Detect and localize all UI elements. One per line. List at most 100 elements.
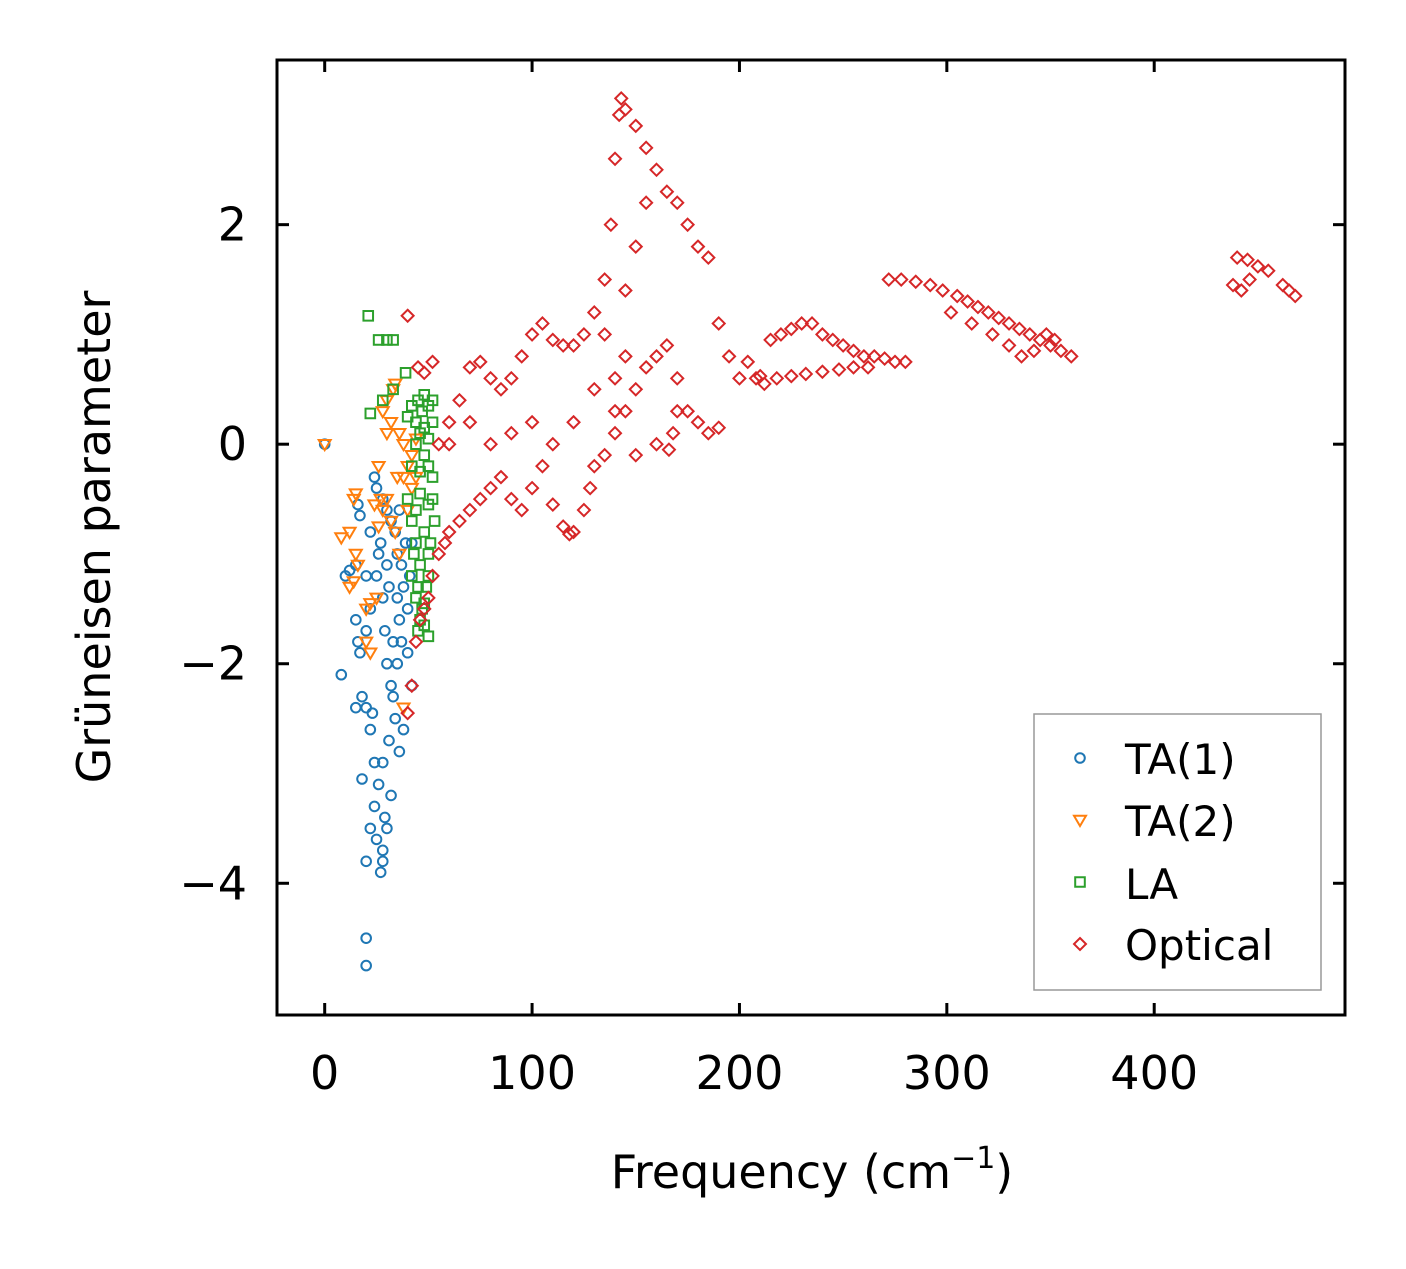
- data-point-ta1: [381, 559, 393, 571]
- data-point-optical: [991, 310, 1007, 326]
- data-point-la: [414, 559, 426, 571]
- data-point-ta1: [356, 773, 368, 785]
- data-point-optical: [628, 447, 644, 463]
- data-point-optical: [881, 272, 897, 287]
- data-point-ta1: [374, 537, 387, 549]
- data-point-optical: [400, 705, 416, 721]
- data-point-optical: [794, 316, 810, 331]
- data-point-optical: [462, 502, 478, 518]
- data-point-optical: [1032, 332, 1048, 348]
- data-point-optical: [980, 305, 996, 320]
- data-point-optical: [462, 359, 478, 375]
- data-point-optical: [887, 354, 903, 370]
- data-point-ta2: [333, 532, 350, 546]
- data-point-ta1: [372, 778, 385, 791]
- data-point-ta1: [366, 707, 379, 719]
- data-point-ta1: [368, 756, 381, 769]
- data-point-optical: [669, 195, 685, 211]
- legend-label-optical: Optical: [1125, 921, 1273, 970]
- legend: TA(1) TA(2) LA Optical: [1033, 713, 1322, 991]
- data-point-ta1: [395, 559, 408, 571]
- data-point-optical: [524, 480, 540, 496]
- data-point-optical: [700, 250, 716, 266]
- data-point-optical: [503, 370, 519, 386]
- data-point-ta2: [379, 493, 395, 508]
- data-point-la: [426, 394, 439, 407]
- legend-marker-ta2: [1072, 814, 1088, 828]
- data-point-optical: [711, 420, 727, 436]
- data-point-la: [420, 581, 433, 593]
- data-point-optical: [1063, 348, 1079, 364]
- data-point-optical: [611, 107, 627, 123]
- data-point-ta2: [370, 460, 387, 475]
- data-point-optical: [1281, 283, 1297, 298]
- data-point-optical: [493, 469, 509, 485]
- data-point-optical: [1242, 272, 1258, 287]
- data-point-ta2: [316, 438, 333, 453]
- data-point-optical: [752, 368, 768, 384]
- data-point-ta1: [381, 657, 393, 670]
- data-point-ta2: [370, 521, 387, 535]
- data-point-optical: [1014, 348, 1029, 364]
- legend-label-la: LA: [1125, 860, 1178, 909]
- data-point-optical: [661, 442, 677, 458]
- data-point-optical: [628, 118, 644, 134]
- data-point-optical: [566, 524, 581, 540]
- data-point-ta1: [383, 581, 395, 593]
- data-point-ta1: [350, 701, 362, 714]
- data-point-ta1: [354, 509, 366, 522]
- data-point-optical: [545, 497, 561, 512]
- data-point-ta1: [368, 800, 381, 813]
- data-point-ta2: [379, 428, 395, 442]
- data-point-optical: [431, 546, 447, 562]
- data-point-optical: [535, 316, 550, 331]
- data-point-la: [424, 537, 437, 549]
- data-point-optical: [711, 316, 727, 331]
- x-tick-label: 100: [488, 1046, 576, 1100]
- data-point-optical: [690, 239, 706, 255]
- data-point-ta1: [385, 679, 397, 692]
- data-point-optical: [425, 568, 440, 584]
- data-point-optical: [425, 354, 440, 370]
- data-point-optical: [970, 299, 986, 315]
- data-point-ta1: [364, 723, 377, 736]
- data-point-ta2: [387, 526, 403, 540]
- x-tick-label: 300: [903, 1046, 991, 1100]
- y-tick-label: −2: [179, 637, 247, 691]
- legend-marker-ta1: [1074, 752, 1086, 764]
- data-point-la: [410, 592, 422, 604]
- data-point-ta1: [354, 646, 366, 659]
- data-point-optical: [617, 101, 633, 117]
- data-point-optical: [814, 327, 830, 342]
- data-point-optical: [1047, 332, 1063, 348]
- data-point-ta1: [381, 822, 393, 835]
- data-point-la: [376, 394, 389, 407]
- data-point-optical: [483, 370, 499, 386]
- data-point-optical: [935, 283, 951, 298]
- data-point-ta1: [360, 932, 372, 944]
- data-point-optical: [400, 308, 416, 324]
- data-point-optical: [783, 321, 799, 337]
- data-point-optical: [483, 436, 499, 452]
- data-point-ta1: [364, 822, 377, 835]
- data-point-ta2: [358, 636, 374, 650]
- data-point-la: [422, 570, 435, 582]
- data-point-optical: [607, 151, 623, 167]
- y-tick-label: 2: [218, 198, 247, 252]
- data-point-ta1: [383, 734, 395, 747]
- data-point-ta1: [335, 668, 348, 681]
- data-point-optical: [561, 526, 577, 542]
- legend-marker-optical: [1072, 936, 1088, 952]
- data-point-ta1: [364, 526, 377, 538]
- data-point-optical: [493, 381, 509, 397]
- data-point-optical: [545, 332, 561, 348]
- data-point-la: [418, 449, 431, 461]
- axis-ticks-layer: 0 100 200 300 400 −4 −2 0 2: [179, 60, 1345, 1100]
- data-point-optical: [798, 366, 814, 382]
- data-point-optical: [638, 359, 654, 375]
- data-point-optical: [566, 337, 581, 353]
- data-point-optical: [649, 436, 664, 452]
- data-point-optical: [964, 316, 980, 331]
- data-point-optical: [1240, 252, 1255, 268]
